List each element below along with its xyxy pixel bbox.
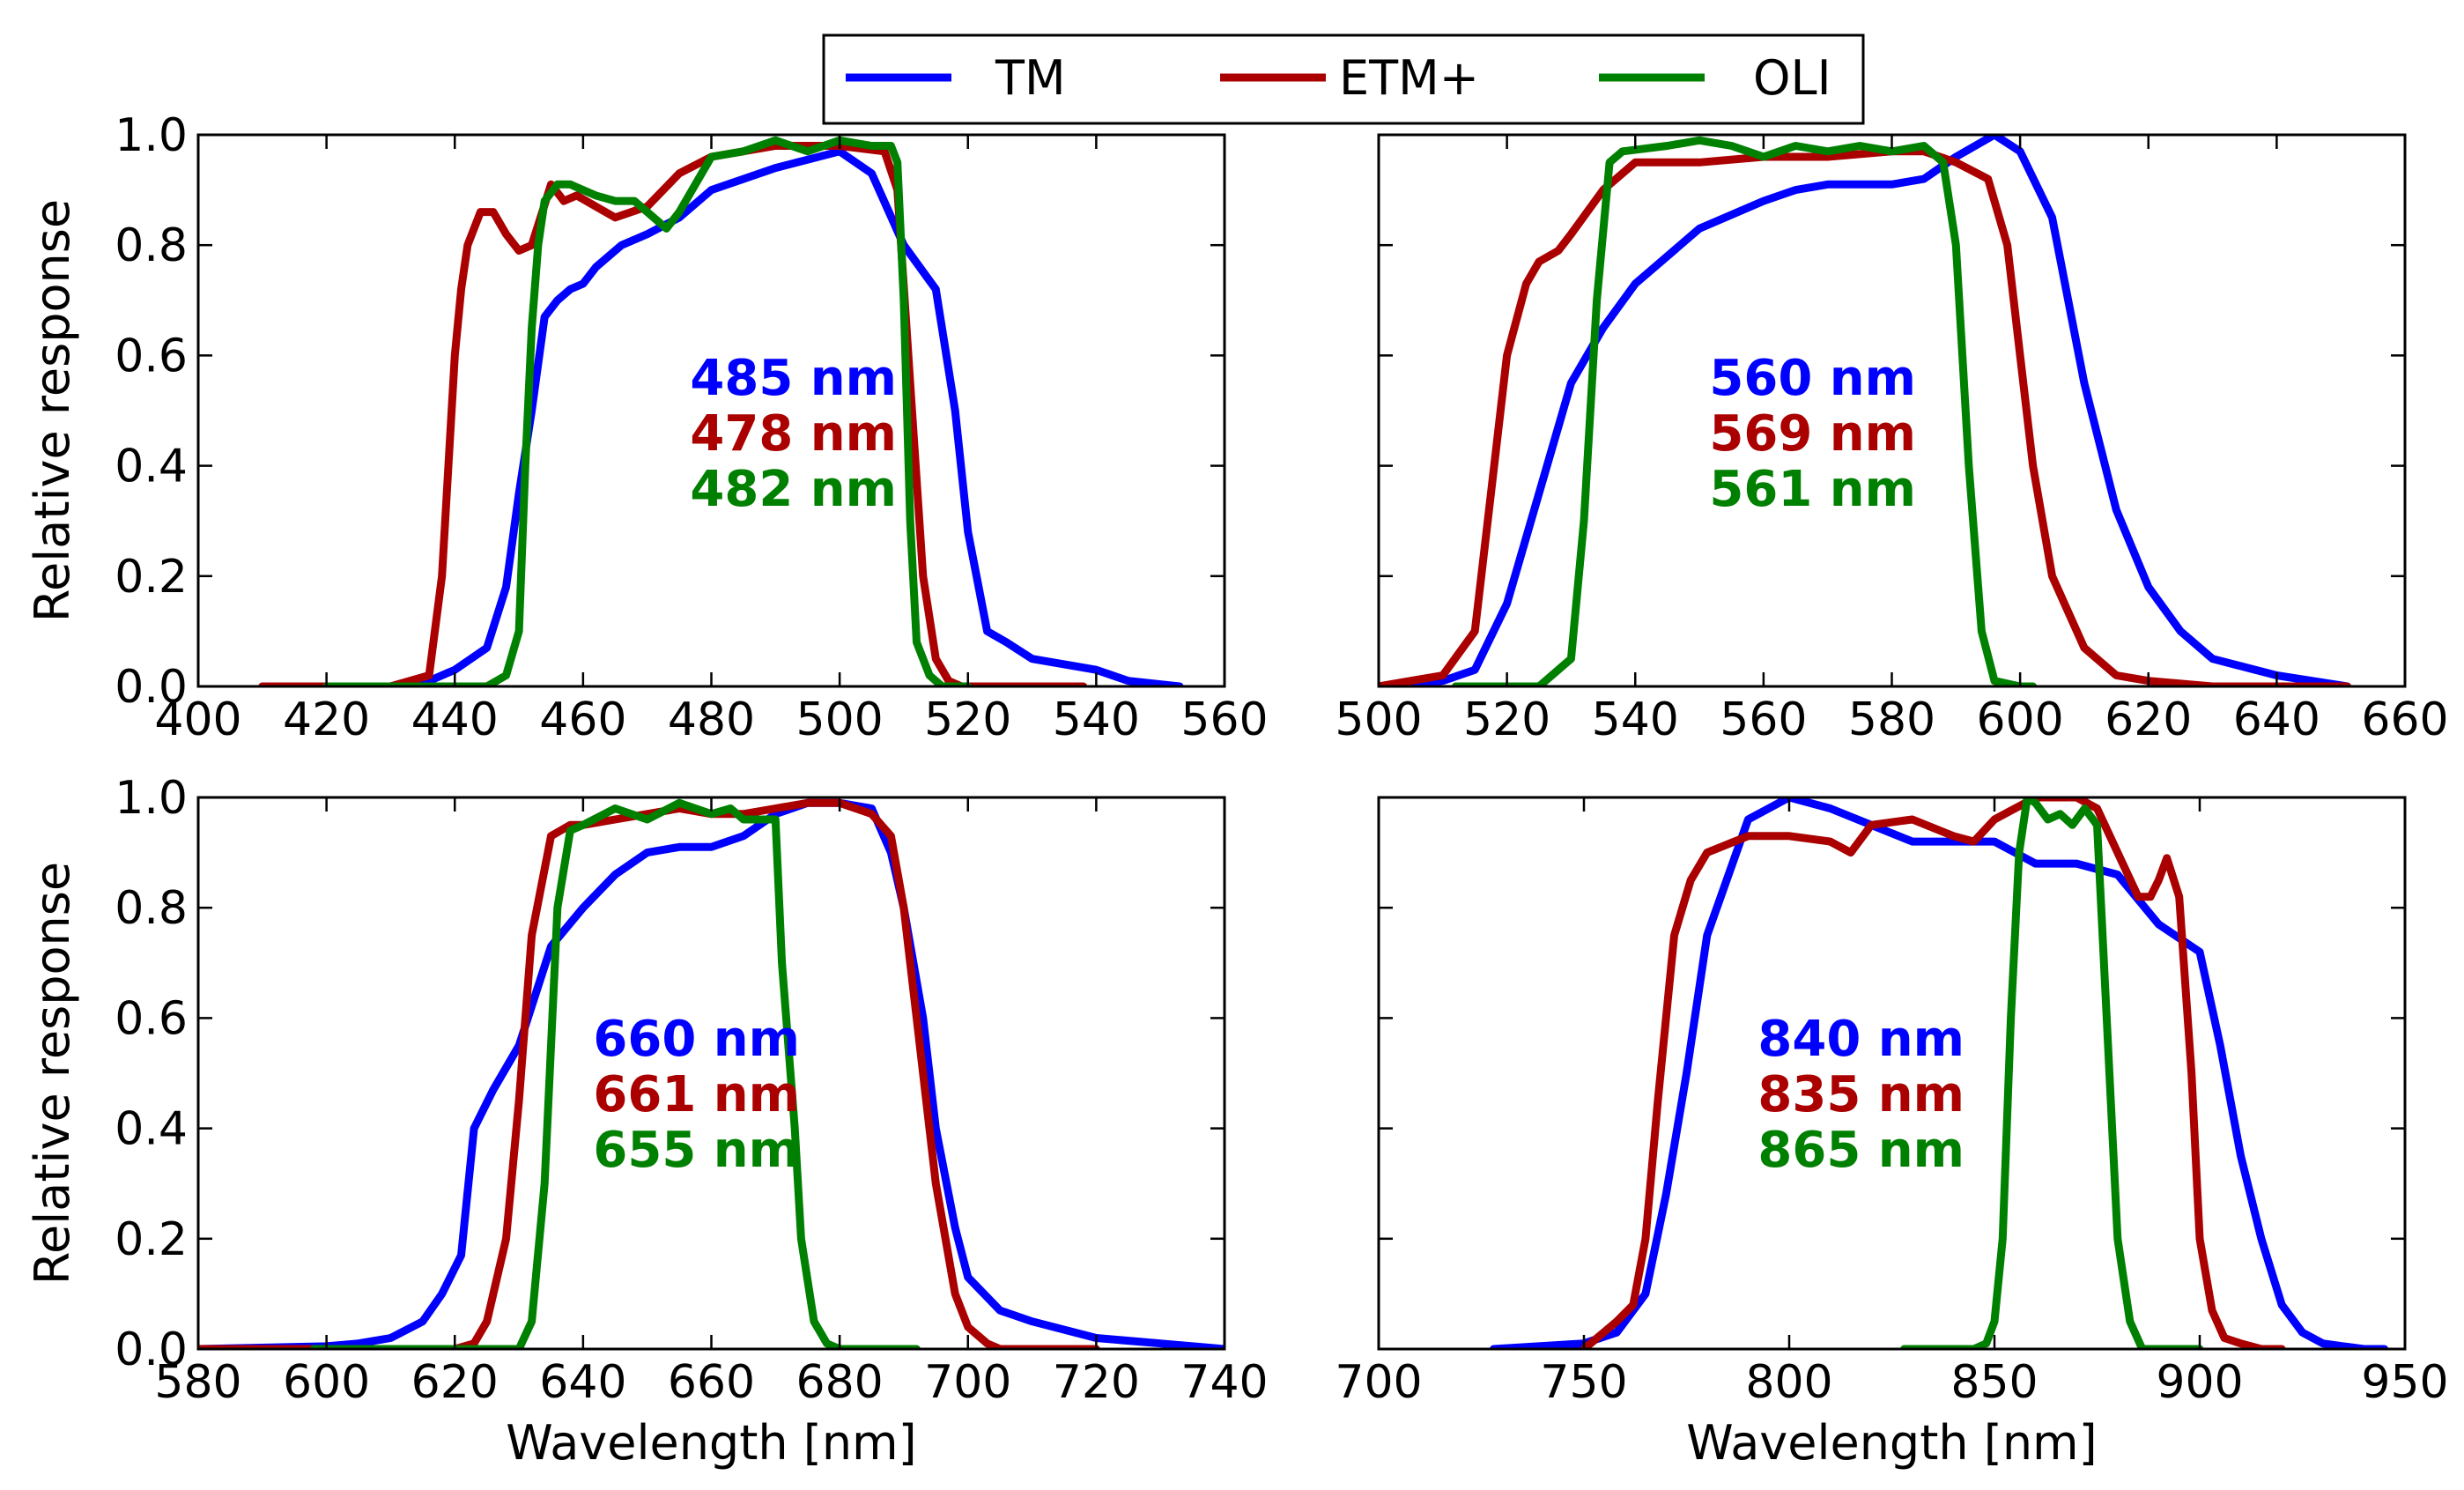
annotation-etm-center: 478 nm <box>690 405 897 463</box>
annotation-tm-center: 485 nm <box>690 350 897 407</box>
series-line-etm <box>1379 147 2351 686</box>
x-tick-label: 520 <box>924 693 1011 746</box>
legend-label-tm: TM <box>995 50 1066 106</box>
chart-panels: 400 420 440 460 480 500 520 540 560 0.0 0.2 0.4 0.6 0… <box>25 109 2449 1471</box>
x-tick-label: 580 <box>1848 693 1935 746</box>
x-tick-label: 460 <box>539 693 626 746</box>
y-tick-label: 0.4 <box>115 441 188 493</box>
x-tick-label: 440 <box>411 693 499 746</box>
annotation-tm-center: 840 nm <box>1757 1011 1965 1068</box>
legend-label-oli: OLI <box>1753 50 1831 106</box>
x-tick-label: 620 <box>2105 693 2192 746</box>
x-tick-label: 900 <box>2156 1356 2243 1409</box>
annotation-etm-center: 661 nm <box>593 1066 800 1123</box>
series-line-oli <box>1900 797 2204 1349</box>
x-tick-label: 800 <box>1745 1356 1832 1409</box>
x-tick-label: 500 <box>1335 693 1422 746</box>
x-tick-label: 420 <box>283 693 370 746</box>
y-tick-label: 0.8 <box>115 882 188 935</box>
x-tick-label: 740 <box>1180 1356 1268 1409</box>
x-tick-label: 500 <box>795 693 883 746</box>
y-tick-label: 0.6 <box>115 330 188 382</box>
series-line-tm <box>1490 797 2389 1349</box>
x-tick-label: 560 <box>1180 693 1268 746</box>
x-axis-label: Wavelength [nm] <box>506 1415 916 1471</box>
annotation-oli-center: 655 nm <box>593 1122 800 1179</box>
x-tick-label: 480 <box>668 693 755 746</box>
annotation-etm-center: 569 nm <box>1709 405 1916 463</box>
annotation-oli-center: 482 nm <box>690 461 897 518</box>
y-tick-label: 0.2 <box>115 1213 188 1266</box>
x-tick-label: 400 <box>154 693 241 746</box>
x-tick-label: 620 <box>411 1356 499 1409</box>
x-tick-label: 640 <box>539 1356 626 1409</box>
series-line-oli <box>322 136 973 686</box>
chart-panel-red-band: 580 600 620 640 660 680 700 720 740 0.0 0.2 0.4 0.6 0… <box>25 772 1269 1471</box>
series-line-tm <box>1379 135 2351 686</box>
y-axis-label: Relative response <box>25 862 80 1285</box>
series-line-etm <box>1580 797 2286 1349</box>
series-line-etm <box>198 798 1100 1349</box>
x-tick-label: 950 <box>2361 1356 2448 1409</box>
y-tick-label: 0.6 <box>115 992 188 1045</box>
x-tick-label: 520 <box>1463 693 1550 746</box>
y-tick-label: 0.0 <box>115 1323 188 1376</box>
x-tick-label: 680 <box>795 1356 883 1409</box>
legend: TM ETM+ OLI <box>822 33 1865 125</box>
x-tick-label: 640 <box>2233 693 2320 746</box>
y-axis-label: Relative response <box>25 199 80 622</box>
x-tick-label: 600 <box>283 1356 370 1409</box>
x-tick-label: 600 <box>1976 693 2063 746</box>
series-line-etm <box>258 142 1088 686</box>
x-tick-label: 700 <box>1335 1356 1422 1409</box>
legend-label-etm: ETM+ <box>1339 50 1479 106</box>
y-tick-label: 1.0 <box>115 772 188 825</box>
series-line-tm <box>198 798 1225 1349</box>
x-tick-label: 540 <box>1592 693 1679 746</box>
x-tick-label: 700 <box>924 1356 1011 1409</box>
y-tick-label: 0.0 <box>115 661 188 714</box>
x-tick-label: 580 <box>154 1356 241 1409</box>
x-tick-label: 850 <box>1950 1356 2038 1409</box>
annotation-etm-center: 835 nm <box>1757 1066 1965 1123</box>
y-tick-label: 1.0 <box>115 109 188 162</box>
series-line-oli <box>309 798 921 1349</box>
x-axis-label: Wavelength [nm] <box>1686 1415 2097 1471</box>
y-tick-label: 0.4 <box>115 1103 188 1156</box>
y-tick-label: 0.2 <box>115 551 188 604</box>
y-tick-label: 0.8 <box>115 219 188 272</box>
x-tick-label: 720 <box>1053 1356 1140 1409</box>
x-tick-label: 560 <box>1720 693 1807 746</box>
chart-panel-blue-band: 400 420 440 460 480 500 520 540 560 0.0 0.2 0.4 0.6 0… <box>25 109 1269 746</box>
x-tick-label: 750 <box>1540 1356 1627 1409</box>
annotation-tm-center: 560 nm <box>1709 350 1916 407</box>
axes-frame <box>1377 796 2407 1351</box>
annotation-oli-center: 865 nm <box>1757 1122 1965 1179</box>
annotation-oli-center: 561 nm <box>1709 461 1916 518</box>
annotation-tm-center: 660 nm <box>593 1011 800 1068</box>
x-tick-label: 540 <box>1053 693 1140 746</box>
series-line-oli <box>1451 136 2038 686</box>
x-tick-label: 660 <box>668 1356 755 1409</box>
x-tick-label: 660 <box>2361 693 2448 746</box>
